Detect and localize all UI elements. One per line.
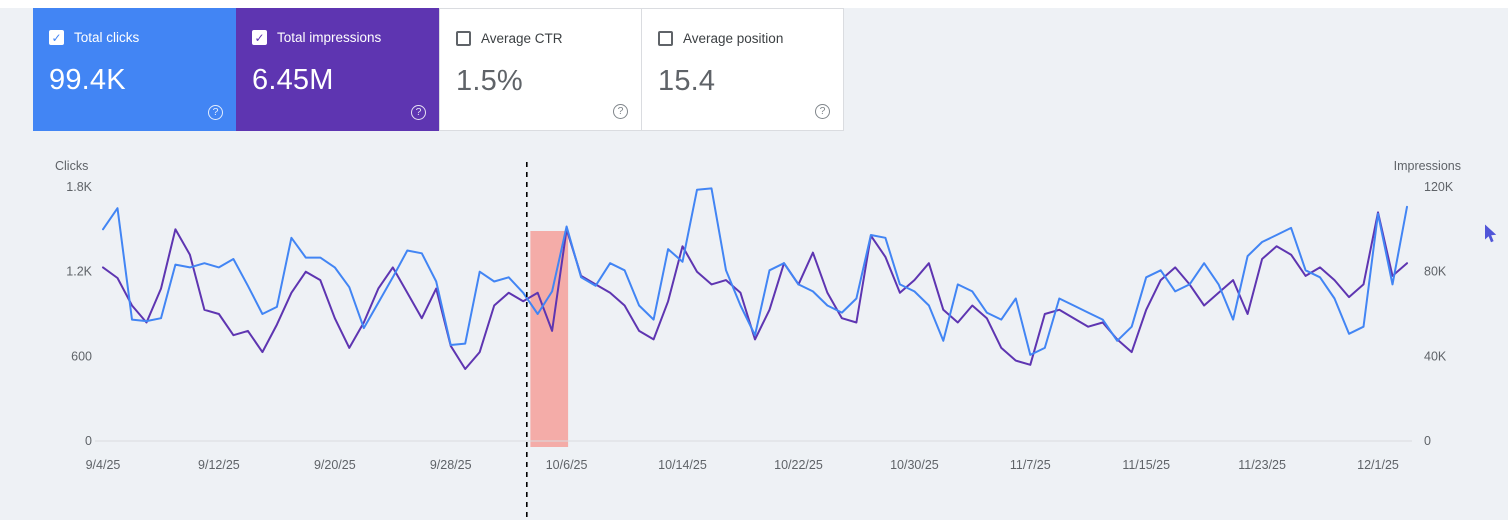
right-axis-tick-label: 0: [1424, 434, 1431, 448]
card-label: Average CTR: [481, 31, 563, 46]
card-label: Total clicks: [74, 30, 140, 45]
metric-card-average-position[interactable]: ✓ Average position 15.4 ?: [641, 8, 844, 131]
card-value: 6.45M: [252, 64, 334, 96]
mouse-cursor: [1484, 224, 1498, 248]
total-impressions-checkbox[interactable]: ✓: [252, 30, 267, 45]
impressions-line: [102, 211, 1408, 370]
right-axis-tick-label: 80K: [1424, 265, 1447, 279]
x-axis-date-label: 10/14/25: [658, 458, 707, 472]
left-axis-tick-label: 600: [71, 349, 92, 363]
card-label: Total impressions: [277, 30, 382, 45]
card-value: 15.4: [658, 65, 716, 97]
x-axis-date-label: 9/12/25: [198, 458, 240, 472]
top-strip: [0, 0, 1508, 8]
average-ctr-checkbox[interactable]: ✓: [456, 31, 471, 46]
x-axis-date-label: 9/20/25: [314, 458, 356, 472]
card-value: 99.4K: [49, 64, 126, 96]
right-axis-tick-label: 40K: [1424, 349, 1447, 363]
metric-card-total-impressions[interactable]: ✓ Total impressions 6.45M ?: [236, 8, 439, 131]
x-axis-date-label: 10/6/25: [546, 458, 588, 472]
left-axis-tick-label: 1.8K: [66, 180, 92, 194]
x-axis-date-label: 10/22/25: [774, 458, 823, 472]
average-position-checkbox[interactable]: ✓: [658, 31, 673, 46]
x-axis-date-label: 11/15/25: [1122, 458, 1170, 472]
left-axis-title: Clicks: [55, 159, 89, 173]
clicks-line: [102, 187, 1408, 356]
help-icon[interactable]: ?: [613, 104, 628, 119]
left-axis-tick-label: 0: [85, 434, 92, 448]
x-axis-date-label: 9/4/25: [86, 458, 121, 472]
right-axis-title: Impressions: [1393, 159, 1461, 173]
x-axis-date-label: 12/1/25: [1357, 458, 1399, 472]
left-axis-tick-label: 1.2K: [66, 265, 92, 279]
right-axis-tick-label: 120K: [1424, 180, 1454, 194]
card-value: 1.5%: [456, 65, 523, 97]
card-label: Average position: [683, 31, 784, 46]
x-axis-date-label: 10/30/25: [890, 458, 939, 472]
help-icon[interactable]: ?: [815, 104, 830, 119]
x-axis-date-label: 9/28/25: [430, 458, 472, 472]
x-axis-date-label: 11/7/25: [1010, 458, 1051, 472]
metric-card-average-ctr[interactable]: ✓ Average CTR 1.5% ?: [439, 8, 642, 131]
help-icon[interactable]: ?: [208, 105, 223, 120]
checkmark-icon: ✓: [254, 30, 265, 45]
x-axis-date-label: 11/23/25: [1238, 458, 1286, 472]
help-icon[interactable]: ?: [411, 105, 426, 120]
checkmark-icon: ✓: [51, 30, 62, 45]
metric-cards-row: ✓ Total clicks 99.4K ? ✓ Total impressio…: [33, 8, 844, 131]
total-clicks-checkbox[interactable]: ✓: [49, 30, 64, 45]
metric-card-total-clicks[interactable]: ✓ Total clicks 99.4K ?: [33, 8, 236, 131]
